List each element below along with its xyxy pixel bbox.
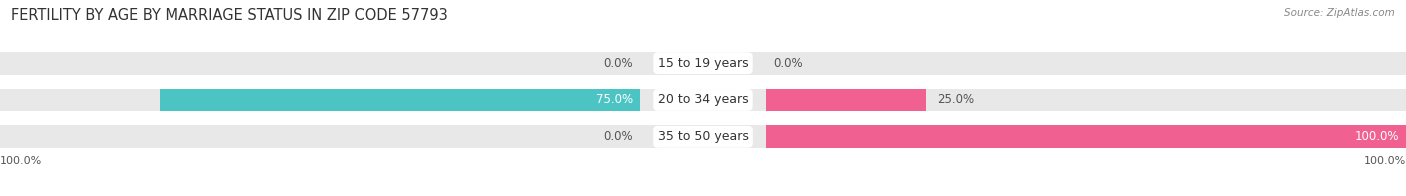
Bar — [766, 125, 1406, 148]
Text: Source: ZipAtlas.com: Source: ZipAtlas.com — [1284, 8, 1395, 18]
Text: 0.0%: 0.0% — [603, 57, 633, 70]
Text: 100.0%: 100.0% — [0, 156, 42, 166]
Text: 15 to 19 years: 15 to 19 years — [658, 57, 748, 70]
Bar — [0, 89, 1406, 111]
Bar — [0, 52, 1406, 74]
Text: 100.0%: 100.0% — [1354, 130, 1399, 143]
Text: FERTILITY BY AGE BY MARRIAGE STATUS IN ZIP CODE 57793: FERTILITY BY AGE BY MARRIAGE STATUS IN Z… — [11, 8, 449, 23]
Text: 20 to 34 years: 20 to 34 years — [658, 93, 748, 106]
Text: 0.0%: 0.0% — [603, 130, 633, 143]
Bar — [160, 89, 640, 111]
Text: 0.0%: 0.0% — [773, 57, 803, 70]
Text: 25.0%: 25.0% — [936, 93, 974, 106]
Text: 35 to 50 years: 35 to 50 years — [658, 130, 748, 143]
Bar — [766, 89, 927, 111]
Text: 75.0%: 75.0% — [596, 93, 633, 106]
Text: 100.0%: 100.0% — [1364, 156, 1406, 166]
Bar — [0, 125, 1406, 148]
